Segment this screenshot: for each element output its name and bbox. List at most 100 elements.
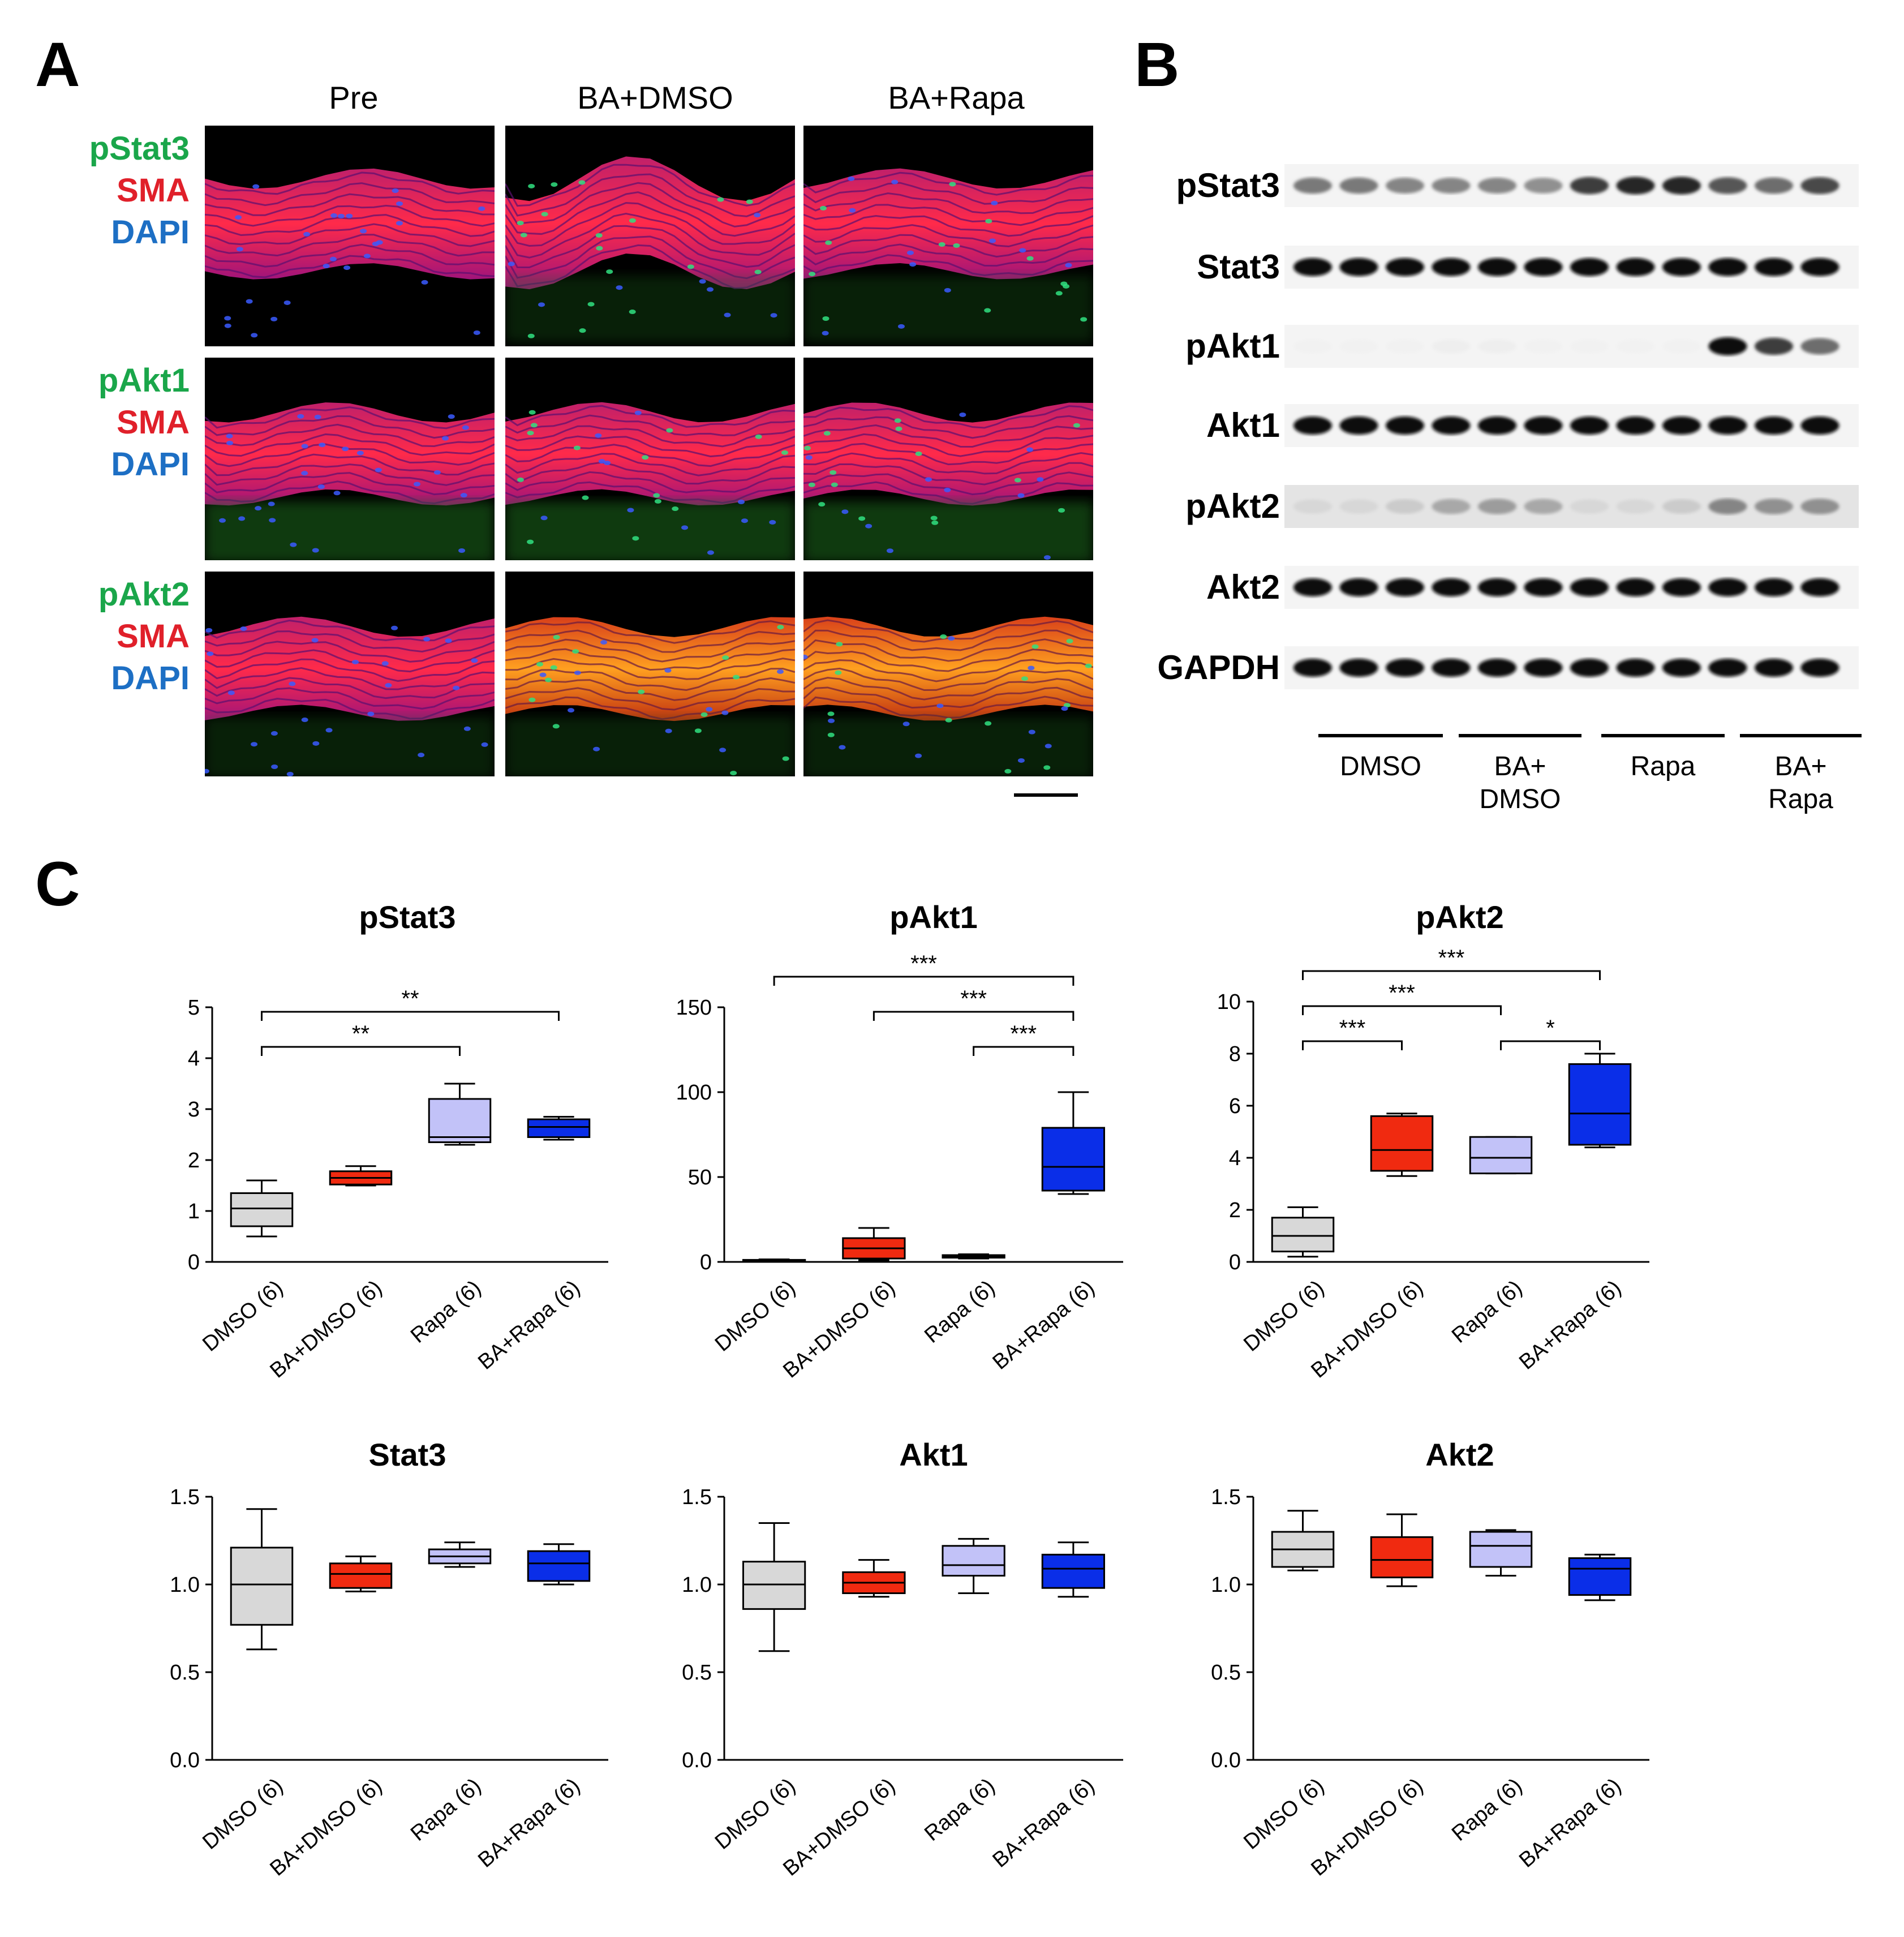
category-label: BA+Rapa (6) bbox=[474, 1774, 584, 1872]
box-iqr bbox=[742, 1561, 806, 1610]
column-header-ba-dmso: BA+DMSO bbox=[577, 80, 733, 115]
blot-band bbox=[1339, 339, 1378, 354]
y-tick-label: 0 bbox=[1229, 1251, 1241, 1274]
blot-label-pakt1: pAkt1 bbox=[1185, 327, 1280, 365]
panel-a-letter: A bbox=[35, 30, 80, 100]
blot-band bbox=[1524, 178, 1563, 194]
blot-band bbox=[1293, 578, 1332, 596]
box-iqr bbox=[1370, 1115, 1434, 1172]
group-label: Rapa bbox=[1631, 751, 1696, 781]
box-iqr bbox=[942, 1545, 1005, 1577]
y-tick-label: 2 bbox=[1229, 1199, 1241, 1222]
category-label: DMSO (6) bbox=[1239, 1276, 1329, 1356]
box-ba-dmso bbox=[329, 1165, 393, 1187]
significance-stars: *** bbox=[910, 951, 937, 976]
blot-band bbox=[1524, 659, 1563, 677]
blot-band bbox=[1662, 578, 1701, 596]
box-ba-dmso bbox=[842, 1559, 906, 1598]
significance-bracket: ** bbox=[261, 986, 560, 1021]
significance-stars: *** bbox=[1010, 1021, 1037, 1046]
blot-label-akt1: Akt1 bbox=[1206, 406, 1280, 444]
significance-bracket: *** bbox=[873, 986, 1075, 1021]
box-dmso bbox=[1271, 1206, 1335, 1258]
blot-band bbox=[1524, 258, 1563, 276]
y-tick-label: 6 bbox=[1229, 1094, 1241, 1118]
significance-stars: *** bbox=[960, 986, 987, 1011]
box-ba-dmso bbox=[1370, 1513, 1434, 1587]
blot-band bbox=[1800, 338, 1839, 355]
y-tick-label: 0.0 bbox=[682, 1749, 712, 1772]
blot-band bbox=[1708, 499, 1747, 514]
column-header-pre: Pre bbox=[329, 80, 378, 115]
category-label: BA+Rapa (6) bbox=[1515, 1774, 1626, 1872]
significance-stars: ** bbox=[352, 1021, 369, 1046]
y-tick-label: 1.5 bbox=[682, 1485, 712, 1509]
box-ba-rapa bbox=[527, 1543, 591, 1586]
blot-band bbox=[1386, 339, 1424, 354]
y-tick-label: 0.5 bbox=[1211, 1661, 1241, 1685]
box-ba-rapa bbox=[1568, 1553, 1632, 1601]
blot-band bbox=[1478, 339, 1516, 354]
box-iqr bbox=[230, 1547, 294, 1626]
blot-label-pstat3: pStat3 bbox=[1176, 166, 1280, 204]
blot-label-pakt2: pAkt2 bbox=[1185, 487, 1280, 525]
blot-band bbox=[1616, 177, 1655, 195]
blot-band bbox=[1708, 177, 1747, 194]
blot-band bbox=[1708, 337, 1747, 355]
group-label: DMSO bbox=[1480, 784, 1561, 814]
stain-label-pakt1: pAkt1 bbox=[98, 362, 190, 399]
box-rapa bbox=[942, 1253, 1005, 1260]
micrograph-r3-c3 bbox=[803, 572, 1093, 776]
box-iqr bbox=[1568, 1063, 1632, 1146]
blot-band bbox=[1708, 578, 1747, 596]
blot-band bbox=[1386, 416, 1424, 435]
panel-b-letter: B bbox=[1134, 30, 1179, 100]
box-iqr bbox=[527, 1118, 591, 1138]
blot-band bbox=[1478, 659, 1516, 677]
micrograph-r1-c3 bbox=[803, 126, 1093, 346]
y-tick-label: 1.5 bbox=[170, 1485, 200, 1509]
y-tick-label: 4 bbox=[1229, 1146, 1241, 1170]
category-label: Rapa (6) bbox=[406, 1774, 485, 1846]
box-dmso bbox=[230, 1508, 294, 1651]
blot-band bbox=[1755, 337, 1793, 355]
stain-label-dapi: DAPI bbox=[111, 214, 190, 251]
box-iqr bbox=[230, 1192, 294, 1227]
group-label: BA+ bbox=[1774, 751, 1826, 781]
blot-band bbox=[1662, 499, 1701, 514]
blot-band bbox=[1478, 578, 1516, 596]
y-tick-label: 0 bbox=[188, 1251, 200, 1274]
category-label: Rapa (6) bbox=[406, 1276, 485, 1348]
blot-strip-pakt1 bbox=[1284, 325, 1859, 368]
blot-band bbox=[1524, 339, 1563, 354]
y-tick-label: 8 bbox=[1229, 1042, 1241, 1066]
blot-band bbox=[1339, 416, 1378, 435]
box-rapa bbox=[428, 1083, 492, 1146]
blot-band bbox=[1755, 416, 1793, 435]
stain-label-sma: SMA bbox=[117, 618, 190, 655]
blot-band bbox=[1755, 499, 1793, 514]
blot-band bbox=[1293, 258, 1332, 276]
micrograph-r3-c2 bbox=[505, 572, 795, 776]
blot-band bbox=[1524, 499, 1563, 514]
y-tick-label: 0.5 bbox=[682, 1661, 712, 1685]
category-label: BA+Rapa (6) bbox=[988, 1774, 1099, 1872]
blot-band bbox=[1524, 578, 1563, 596]
blot-band bbox=[1339, 258, 1378, 276]
stain-label-pstat3: pStat3 bbox=[89, 130, 190, 167]
significance-stars: *** bbox=[1339, 1016, 1366, 1041]
group-label: BA+ bbox=[1494, 751, 1546, 781]
box-iqr bbox=[1469, 1136, 1533, 1175]
blot-band bbox=[1800, 578, 1839, 596]
significance-bracket: ** bbox=[261, 1021, 461, 1056]
stain-label-dapi: DAPI bbox=[111, 660, 190, 697]
blot-band bbox=[1386, 659, 1424, 677]
significance-bracket: *** bbox=[773, 951, 1075, 986]
blot-band bbox=[1432, 578, 1471, 596]
box-ba-dmso bbox=[842, 1227, 906, 1261]
blot-band bbox=[1800, 659, 1839, 677]
